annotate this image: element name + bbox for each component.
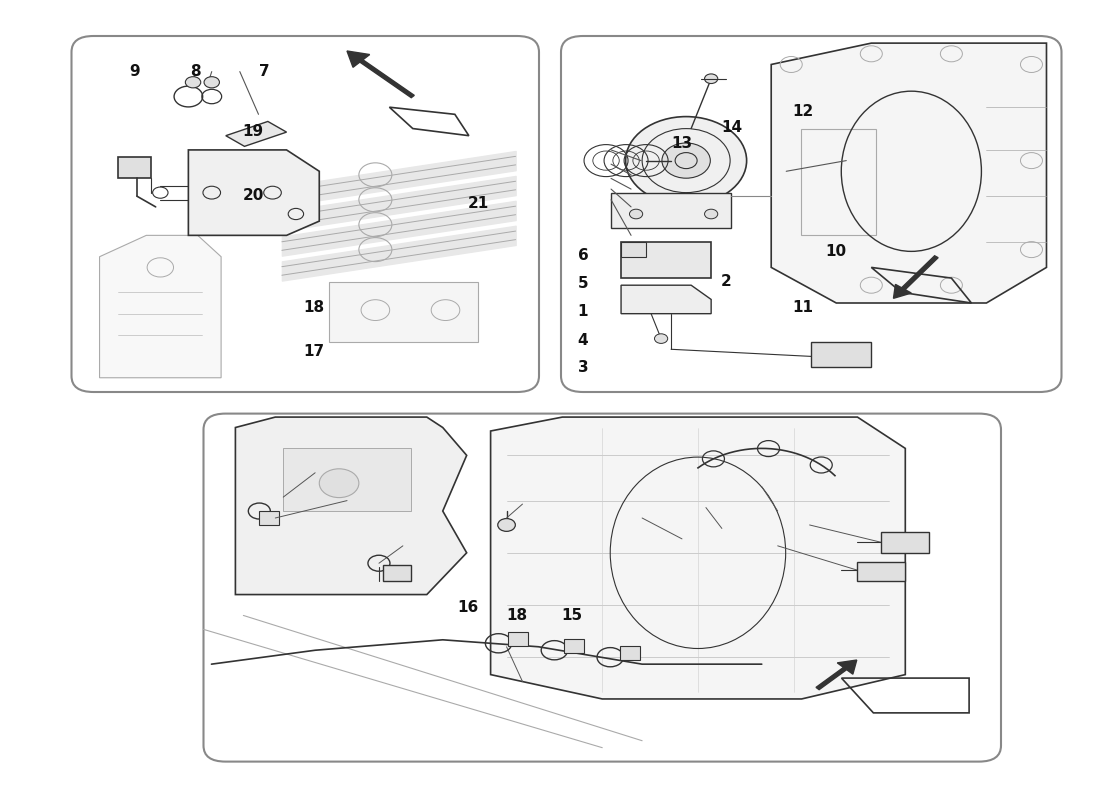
Text: 9: 9 xyxy=(129,65,140,79)
Bar xyxy=(383,565,410,581)
Bar xyxy=(329,282,478,342)
Text: 4: 4 xyxy=(578,333,588,347)
Bar xyxy=(508,632,528,646)
Text: 14: 14 xyxy=(720,121,742,135)
Text: 17: 17 xyxy=(302,345,324,359)
FancyArrow shape xyxy=(893,256,938,298)
Polygon shape xyxy=(226,122,286,146)
Polygon shape xyxy=(284,448,411,511)
Bar xyxy=(119,157,151,178)
Polygon shape xyxy=(491,417,905,699)
Text: eurospares: eurospares xyxy=(392,572,708,620)
Text: 21: 21 xyxy=(468,197,490,211)
Text: 15: 15 xyxy=(561,609,583,623)
FancyArrow shape xyxy=(816,660,857,690)
Circle shape xyxy=(205,77,219,88)
Circle shape xyxy=(654,334,668,343)
Bar xyxy=(857,562,905,581)
FancyBboxPatch shape xyxy=(72,36,539,392)
Text: 18: 18 xyxy=(506,609,528,623)
FancyBboxPatch shape xyxy=(561,36,1062,392)
Text: 13: 13 xyxy=(671,137,693,151)
Circle shape xyxy=(497,518,515,531)
Text: 11: 11 xyxy=(792,301,814,315)
Bar xyxy=(621,242,711,278)
Circle shape xyxy=(705,74,718,83)
FancyArrow shape xyxy=(346,51,415,98)
Bar xyxy=(801,129,877,235)
Text: 5: 5 xyxy=(578,277,588,291)
Polygon shape xyxy=(188,150,319,235)
Circle shape xyxy=(662,143,711,178)
Polygon shape xyxy=(621,286,712,314)
Circle shape xyxy=(626,117,747,205)
Text: eurospares: eurospares xyxy=(645,196,961,244)
Bar xyxy=(612,193,732,228)
Text: 7: 7 xyxy=(258,65,270,79)
Text: 16: 16 xyxy=(456,601,478,615)
Polygon shape xyxy=(771,43,1046,303)
Text: eurospares: eurospares xyxy=(144,196,461,244)
Circle shape xyxy=(319,469,359,498)
Text: 1: 1 xyxy=(578,305,588,319)
Circle shape xyxy=(185,77,200,88)
Text: 19: 19 xyxy=(242,125,264,139)
Bar xyxy=(881,532,930,553)
Polygon shape xyxy=(235,417,466,594)
Text: 6: 6 xyxy=(578,249,588,263)
Text: 12: 12 xyxy=(792,105,814,119)
Text: 18: 18 xyxy=(302,301,324,315)
Bar xyxy=(619,646,640,660)
Text: 3: 3 xyxy=(578,361,588,375)
Bar xyxy=(812,342,871,367)
FancyBboxPatch shape xyxy=(204,414,1001,762)
Text: 20: 20 xyxy=(242,189,264,203)
Bar xyxy=(621,242,646,257)
Text: 2: 2 xyxy=(720,274,732,289)
Text: 8: 8 xyxy=(190,65,201,79)
Circle shape xyxy=(705,210,718,218)
Circle shape xyxy=(629,210,642,218)
Text: 10: 10 xyxy=(825,245,847,259)
Bar xyxy=(564,639,584,653)
Polygon shape xyxy=(99,235,221,378)
Bar xyxy=(260,511,279,525)
